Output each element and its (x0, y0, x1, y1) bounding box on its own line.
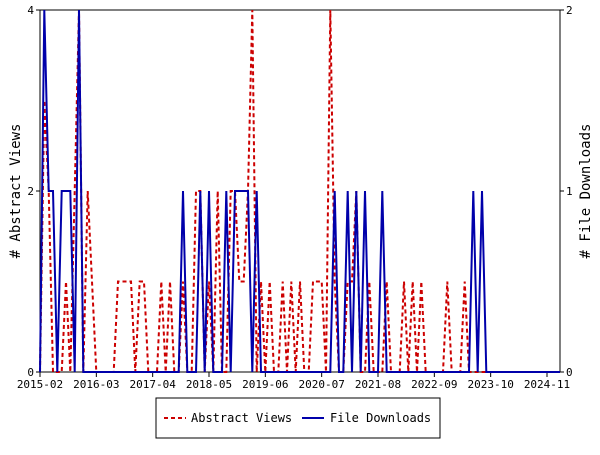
legend-label-abstract-views: Abstract Views (191, 411, 292, 425)
x-tick-label: 2020-07 (298, 378, 344, 391)
y-axis-right: 0 1 2 (560, 4, 573, 379)
series-layer (39, 9, 560, 373)
series-line-file-downloads (39, 9, 560, 373)
x-tick-label: 2017-04 (129, 378, 176, 391)
y-right-tick-label: 2 (566, 4, 573, 17)
x-tick-label: 2019-06 (242, 378, 288, 391)
x-tick-label: 2015-02 (17, 378, 63, 391)
x-tick-label: 2022-09 (411, 378, 457, 391)
legend-box (155, 397, 441, 439)
y-axis-left: 0 2 4 (27, 4, 40, 379)
x-tick-label: 2018-05 (186, 378, 232, 391)
legend: Abstract Views File Downloads (155, 397, 441, 439)
series-line-abstract-views (39, 9, 560, 373)
y-left-tick-label: 4 (27, 4, 34, 17)
x-tick-label: 2024-11 (524, 378, 570, 391)
x-axis: 2015-02 2016-03 2017-04 2018-05 2019-06 2020-… (17, 372, 570, 391)
y-right-tick-label: 0 (566, 366, 573, 379)
y-left-tick-label: 2 (27, 185, 34, 198)
x-tick-label: 2023-10 (467, 378, 513, 391)
y-axis-right-title: # File Downloads (578, 124, 594, 259)
x-tick-label: 2016-03 (73, 378, 119, 391)
y-left-tick-label: 0 (27, 366, 34, 379)
x-tick-label: 2021-08 (355, 378, 401, 391)
y-right-tick-label: 1 (566, 185, 573, 198)
y-axis-left-title: # Abstract Views (8, 124, 24, 259)
legend-label-file-downloads: File Downloads (330, 411, 431, 425)
